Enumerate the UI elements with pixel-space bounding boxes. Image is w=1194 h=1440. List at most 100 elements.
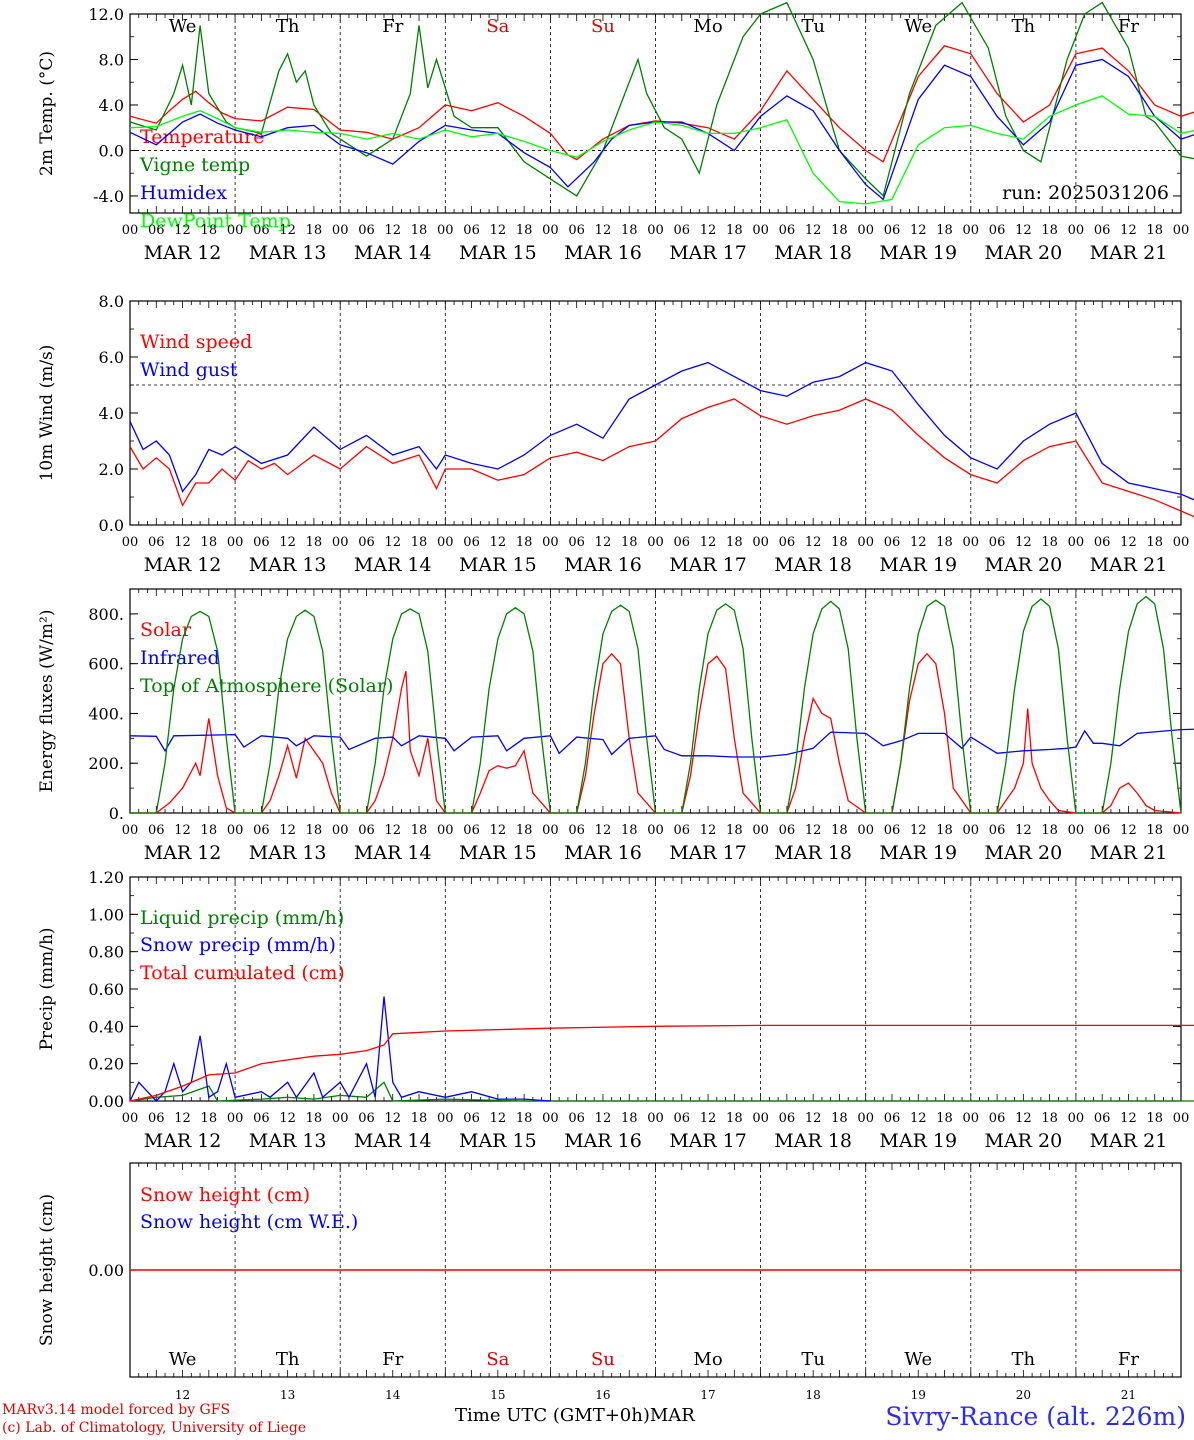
hour-tick-label: 00 <box>437 223 454 238</box>
hour-tick-label: 18 <box>726 823 743 838</box>
hour-tick-label: 12 <box>384 535 401 550</box>
meteogram-chart: -4.00.04.08.012.02m Temp. (°C) Temperatur… <box>37 1 1194 1402</box>
hour-tick-label: 06 <box>989 823 1006 838</box>
day-number-label: 20 <box>1016 1388 1031 1402</box>
hour-tick-label: 06 <box>568 823 585 838</box>
hour-tick-label: 12 <box>1015 535 1032 550</box>
y-axis-label: Precip (mm/h) <box>37 927 57 1050</box>
hour-tick-label: 00 <box>227 1111 244 1126</box>
hour-tick-label: 06 <box>463 1111 480 1126</box>
hour-tick-label: 12 <box>384 223 401 238</box>
y-tick-label: 1.20 <box>88 868 124 887</box>
hour-tick-label: 00 <box>752 823 769 838</box>
hour-tick-label: 18 <box>1146 223 1163 238</box>
hour-tick-label: 18 <box>831 223 848 238</box>
hour-tick-label: 12 <box>1015 823 1032 838</box>
hour-tick-label: 00 <box>332 223 349 238</box>
hour-tick-label: 00 <box>857 535 874 550</box>
weekday-label: Th <box>1012 16 1036 37</box>
day-label: MAR 20 <box>984 1130 1062 1152</box>
hour-tick-label: 18 <box>726 1111 743 1126</box>
hour-tick-label: 06 <box>674 1111 691 1126</box>
hour-tick-label: 12 <box>805 535 822 550</box>
hour-tick-label: 00 <box>122 535 139 550</box>
hour-tick-label: 06 <box>674 535 691 550</box>
hour-tick-label: 06 <box>463 823 480 838</box>
hour-tick-label: 12 <box>384 823 401 838</box>
hour-tick-label: 12 <box>174 223 191 238</box>
hour-tick-label: 18 <box>1041 823 1058 838</box>
hour-tick-label: 18 <box>306 823 323 838</box>
lab-line: (c) Lab. of Climatology, University of L… <box>2 1420 307 1436</box>
hour-tick-label: 00 <box>1173 223 1190 238</box>
hour-tick-label: 18 <box>516 1111 533 1126</box>
hour-tick-label: 18 <box>1041 223 1058 238</box>
hour-tick-label: 12 <box>174 823 191 838</box>
day-label: MAR 17 <box>669 1130 747 1152</box>
hour-tick-label: 12 <box>1120 1111 1137 1126</box>
hour-tick-label: 12 <box>279 1111 296 1126</box>
series-line <box>129 1 1194 198</box>
hour-tick-label: 12 <box>1120 823 1137 838</box>
hour-tick-label: 12 <box>1120 535 1137 550</box>
hour-tick-label: 12 <box>805 1111 822 1126</box>
day-number-label: 12 <box>175 1388 190 1402</box>
hour-tick-label: 06 <box>148 223 165 238</box>
weekday-label: Fr <box>382 16 403 37</box>
hour-tick-label: 06 <box>779 223 796 238</box>
hour-tick-label: 00 <box>647 535 664 550</box>
hour-tick-label: 12 <box>279 535 296 550</box>
hour-tick-label: 18 <box>831 535 848 550</box>
hour-tick-label: 12 <box>595 823 612 838</box>
y-tick-label: 0.00 <box>88 1092 124 1111</box>
hour-tick-label: 12 <box>1015 1111 1032 1126</box>
day-label: MAR 17 <box>669 842 747 864</box>
hour-tick-label: 00 <box>963 535 980 550</box>
hour-tick-label: 00 <box>437 823 454 838</box>
series-line <box>129 728 1194 758</box>
hour-tick-label: 12 <box>384 1111 401 1126</box>
hour-tick-label: 00 <box>122 823 139 838</box>
day-label: MAR 16 <box>564 554 642 576</box>
day-label: MAR 14 <box>354 842 432 864</box>
hour-tick-label: 06 <box>253 535 270 550</box>
y-axis-label: 10m Wind (m/s) <box>37 345 57 482</box>
hour-tick-label: 18 <box>411 823 428 838</box>
y-tick-label: 0.80 <box>88 943 124 962</box>
hour-tick-label: 00 <box>332 1111 349 1126</box>
day-label: MAR 18 <box>774 1130 852 1152</box>
hour-tick-label: 18 <box>1041 535 1058 550</box>
model-credit: MARv3.14 model forced by GFS (c) Lab. of… <box>2 1401 306 1437</box>
y-tick-label: 0. <box>109 804 124 823</box>
hour-tick-label: 06 <box>1094 535 1111 550</box>
series-line <box>129 45 1194 163</box>
hour-tick-label: 12 <box>1120 223 1137 238</box>
hour-tick-label: 18 <box>516 223 533 238</box>
day-label: MAR 15 <box>459 554 537 576</box>
day-label: MAR 19 <box>879 1130 957 1152</box>
hour-tick-label: 06 <box>1094 1111 1111 1126</box>
legend-entry: Solar <box>140 619 192 641</box>
day-label: MAR 18 <box>774 554 852 576</box>
hour-tick-label: 18 <box>201 823 218 838</box>
y-tick-label: 4.0 <box>99 404 124 423</box>
hour-tick-label: 00 <box>437 1111 454 1126</box>
hour-tick-label: 00 <box>542 1111 559 1126</box>
hour-tick-label: 00 <box>122 223 139 238</box>
y-tick-label: 0.60 <box>88 980 124 999</box>
y-tick-label: -4.0 <box>93 187 124 206</box>
hour-tick-label: 12 <box>174 535 191 550</box>
hour-tick-label: 06 <box>884 823 901 838</box>
day-label: MAR 20 <box>984 554 1062 576</box>
hour-tick-label: 12 <box>490 823 507 838</box>
y-tick-label: 0.0 <box>99 516 124 535</box>
hour-tick-label: 18 <box>936 223 953 238</box>
hour-tick-label: 12 <box>700 1111 717 1126</box>
hour-tick-label: 12 <box>805 223 822 238</box>
hour-tick-label: 18 <box>621 535 638 550</box>
day-label: MAR 14 <box>354 242 432 264</box>
hour-tick-label: 18 <box>516 535 533 550</box>
hour-tick-label: 00 <box>227 823 244 838</box>
hour-tick-label: 00 <box>227 535 244 550</box>
day-number-label: 17 <box>700 1388 715 1402</box>
